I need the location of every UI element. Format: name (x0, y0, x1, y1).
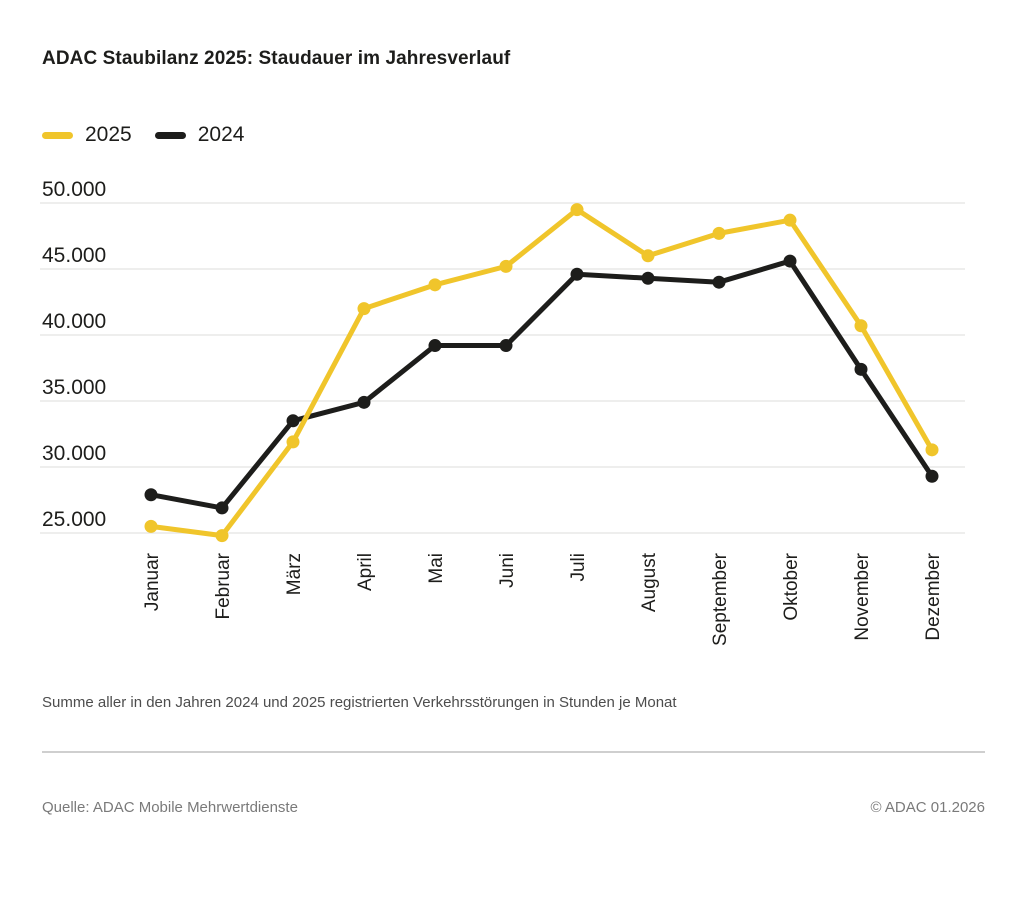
legend-swatch-2025 (42, 131, 73, 139)
series-point-2025-Mai (428, 278, 442, 292)
series-point-2025-Januar (144, 519, 158, 533)
footer: Quelle: ADAC Mobile Mehrwertdienste © AD… (42, 799, 985, 816)
x-tick-label: September (710, 552, 731, 646)
legend-swatch-2024 (154, 131, 186, 139)
series-point-2025-Oktober (783, 213, 797, 227)
x-tick-label: Juni (497, 553, 518, 588)
series-point-2025-April (357, 302, 371, 316)
legend-label-2025: 2025 (85, 123, 132, 146)
x-tick-label: März (284, 553, 305, 595)
x-tick-label: Februar (213, 552, 234, 619)
y-tick-label: 25.000 (42, 508, 106, 531)
y-tick-label: 35.000 (42, 376, 106, 399)
y-tick-label: 30.000 (42, 442, 106, 465)
page-title: ADAC Staubilanz 2025: Staudauer im Jahre… (42, 48, 511, 69)
series-point-2024-Januar (144, 488, 158, 502)
series-point-2024-April (357, 395, 371, 409)
series-line-2025 (148, 207, 935, 539)
series-point-2024-Oktober (783, 254, 797, 268)
series-point-2024-August (641, 271, 655, 285)
series-point-2025-August (641, 249, 655, 263)
series-point-2025-Juni (499, 259, 513, 273)
series-point-2024-Mai (428, 339, 442, 353)
series-point-2024-Dezember (925, 469, 939, 483)
copyright-text: © ADAC 01.2026 (870, 799, 985, 816)
chart-footnote: Summe aller in den Jahren 2024 und 2025 … (42, 694, 677, 711)
x-tick-label: Mai (426, 553, 447, 584)
line-chart: 25.000 30.000 35.000 40.000 45.000 50.000 Janu… (40, 168, 965, 673)
chart-legend: 2025 2024 (42, 123, 244, 147)
divider (42, 751, 985, 753)
series-point-2024-November (854, 362, 868, 376)
series-line-2024 (148, 258, 935, 511)
y-tick-label: 45.000 (42, 244, 106, 267)
x-tick-label: Dezember (923, 552, 944, 640)
legend-item-2024: 2024 (154, 123, 245, 147)
legend-label-2024: 2024 (197, 123, 245, 146)
x-tick-label: August (639, 552, 660, 612)
series-point-2024-Juli (570, 267, 584, 281)
x-tick-label: Oktober (781, 552, 802, 620)
series-point-2024-März (286, 414, 300, 428)
series-point-2024-Februar (215, 501, 229, 515)
series-point-2025-Dezember (925, 443, 939, 457)
y-tick-label: 40.000 (42, 310, 106, 333)
x-tick-label: April (355, 553, 376, 591)
legend-item-2025: 2025 (42, 123, 132, 147)
source-text: Quelle: ADAC Mobile Mehrwertdienste (42, 799, 298, 816)
x-tick-label: November (852, 552, 873, 640)
x-tick-label: Juli (568, 553, 589, 582)
series-point-2025-November (854, 319, 868, 333)
y-tick-label: 50.000 (42, 178, 106, 201)
series-point-2025-September (712, 226, 726, 240)
series-point-2024-September (712, 275, 726, 289)
series-point-2025-Februar (215, 529, 229, 543)
x-tick-label: Januar (142, 552, 163, 611)
series-point-2025-Juli (570, 203, 584, 217)
chart-canvas: 25.000 30.000 35.000 40.000 45.000 50.000 Janu… (40, 178, 965, 646)
series-point-2024-Juni (499, 339, 513, 353)
series-point-2025-März (286, 435, 300, 449)
